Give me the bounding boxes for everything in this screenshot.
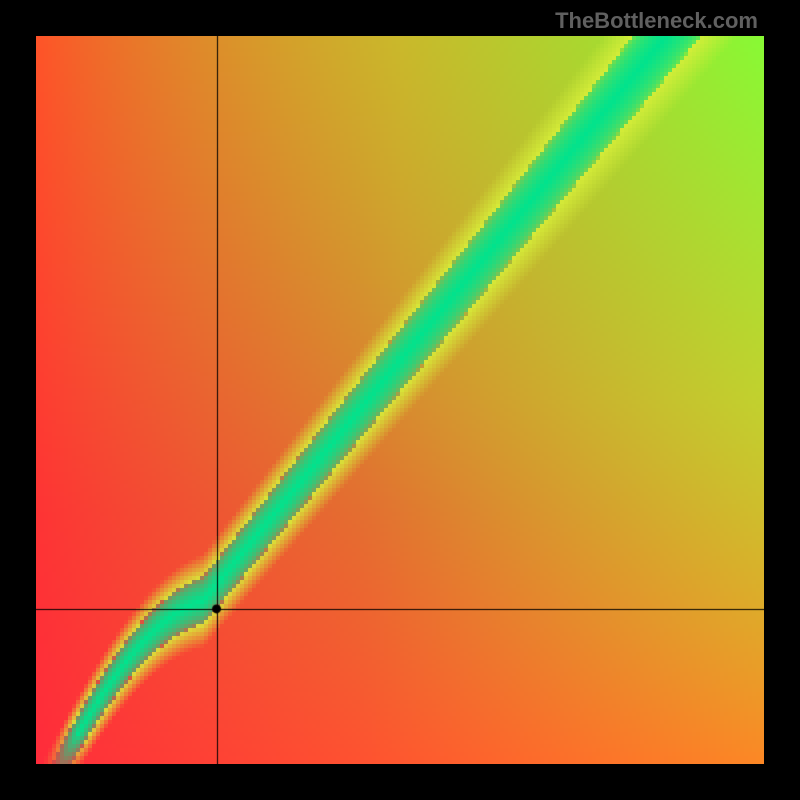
chart-container: TheBottleneck.com <box>0 0 800 800</box>
watermark-text: TheBottleneck.com <box>555 8 758 34</box>
crosshair-overlay <box>36 36 764 764</box>
